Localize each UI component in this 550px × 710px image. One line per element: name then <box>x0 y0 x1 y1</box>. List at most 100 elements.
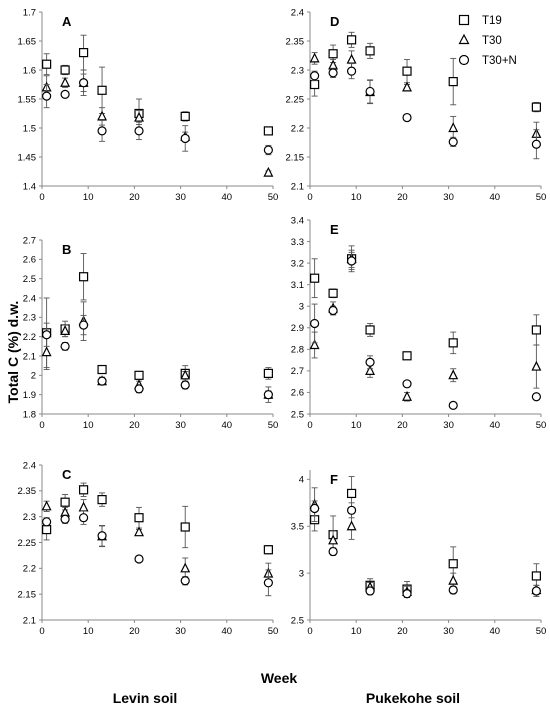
panel-label: A <box>62 14 72 29</box>
data-point-circle <box>180 380 190 390</box>
data-point-circle <box>78 513 89 523</box>
y-tick-label: 2.4 <box>23 293 36 304</box>
data-point-circle <box>97 126 107 136</box>
x-tick-label: 0 <box>39 420 44 431</box>
x-tick-label: 40 <box>490 192 501 203</box>
data-point-circle <box>134 126 144 136</box>
y-tick-label: 2.9 <box>291 323 304 334</box>
data-point-circle <box>60 514 70 524</box>
panels: 1.41.451.51.551.61.651.70 10 20 30 40 50A1.81… <box>18 7 547 637</box>
data-point-circle <box>263 145 273 155</box>
data-point-circle <box>531 139 541 149</box>
x-tick-label: 10 <box>83 420 94 431</box>
y-tick-label: 2.2 <box>23 564 36 575</box>
data-point-circle <box>97 531 107 541</box>
data-point-triangle <box>134 111 144 122</box>
legend: T19 T30 T30+N <box>458 14 517 67</box>
y-tick-label: 2.1 <box>23 351 36 362</box>
y-tick-label: 2.7 <box>23 235 36 246</box>
data-point-circle <box>346 505 357 515</box>
data-point-square <box>180 111 190 122</box>
data-point-square <box>328 49 338 59</box>
x-tick-label: 20 <box>397 192 408 203</box>
data-point-triangle <box>346 520 357 531</box>
data-point-circle <box>42 330 52 340</box>
y-tick-label: 2.15 <box>286 152 305 163</box>
series-t30 <box>41 301 274 399</box>
data-point-circle <box>310 71 320 81</box>
series-t30-plus-n <box>42 69 273 156</box>
panel-label: D <box>330 14 339 29</box>
series-t30-plus-n <box>42 314 273 403</box>
data-point-square <box>78 272 89 282</box>
y-tick-label: 1.65 <box>18 36 37 47</box>
y-tick-label: 2.2 <box>23 332 36 343</box>
x-tick-label: 50 <box>268 626 279 637</box>
y-tick-label: 2.6 <box>23 255 36 266</box>
data-point-circle <box>42 517 52 527</box>
data-point-triangle <box>41 346 52 357</box>
column-label-pukekohe: Pukekohe soil <box>366 690 460 706</box>
y-tick-label: 2.7 <box>291 366 304 377</box>
data-point-circle <box>310 503 320 514</box>
panel-c: 2.1 2.15 2.2 2.25 2.3 2.35 2.4 0 10 20 30 40 50 C <box>18 460 279 637</box>
y-tick-label: 2.25 <box>286 94 305 105</box>
data-point-triangle <box>180 562 191 573</box>
series-t30-plus-n <box>310 63 541 160</box>
y-tick-label: 2.5 <box>291 409 304 420</box>
data-point-circle <box>402 112 412 123</box>
y-tick-label: 1.6 <box>23 65 36 76</box>
data-point-triangle <box>309 52 320 63</box>
panel-label: B <box>62 242 71 257</box>
x-tick-label: 50 <box>536 192 547 203</box>
data-point-circle <box>402 379 412 389</box>
data-point-triangle <box>309 339 320 350</box>
y-tick-label: 1.55 <box>18 94 37 105</box>
data-point-square <box>531 571 541 581</box>
data-point-circle <box>328 68 338 78</box>
series-t19 <box>42 34 273 136</box>
y-tick-label: 2.4 <box>23 460 36 471</box>
data-point-square <box>42 59 52 69</box>
data-point-circle <box>365 86 375 97</box>
data-point-square <box>346 35 357 45</box>
y-tick-label: 2.3 <box>23 313 36 324</box>
y-tick-label: 2.1 <box>23 615 36 626</box>
y-tick-label: 1.4 <box>23 181 36 192</box>
y-tick-label: 2.3 <box>23 512 36 523</box>
data-point-triangle <box>365 365 376 375</box>
legend-label-t30: T30 <box>482 35 502 47</box>
y-tick-label: 2.1 <box>291 181 304 192</box>
y-tick-label: 3 <box>299 568 304 579</box>
panel-f: 2.533.540 10 20 30 40 50F <box>291 470 546 637</box>
x-tick-label: 50 <box>536 420 547 431</box>
data-point-circle <box>97 376 107 386</box>
data-point-circle <box>531 586 541 596</box>
x-tick-label: 20 <box>129 192 140 203</box>
data-point-triangle <box>448 122 459 133</box>
data-point-circle <box>180 133 190 144</box>
data-point-circle <box>328 305 338 316</box>
data-point-triangle <box>402 390 412 401</box>
data-point-triangle <box>60 76 71 87</box>
data-point-circle <box>531 392 541 402</box>
series-t19 <box>310 245 541 361</box>
x-tick-label: 50 <box>268 420 279 431</box>
x-tick-label: 50 <box>268 192 279 203</box>
column-label-levin: Levin soil <box>113 690 178 706</box>
data-point-circle <box>310 318 320 329</box>
data-point-triangle <box>78 501 89 512</box>
data-point-square <box>402 351 412 361</box>
x-tick-label: 0 <box>39 626 44 637</box>
data-point-square <box>263 545 273 555</box>
data-point-square <box>78 485 89 495</box>
data-point-circle <box>365 586 375 596</box>
data-point-circle <box>328 546 338 557</box>
y-tick-label: 3.1 <box>291 280 304 291</box>
data-point-square <box>97 495 107 505</box>
y-tick-label: 3.2 <box>291 258 304 269</box>
x-tick-label: 40 <box>222 192 233 203</box>
x-tick-label: 10 <box>351 420 362 431</box>
legend-marker-t30n <box>458 54 470 66</box>
